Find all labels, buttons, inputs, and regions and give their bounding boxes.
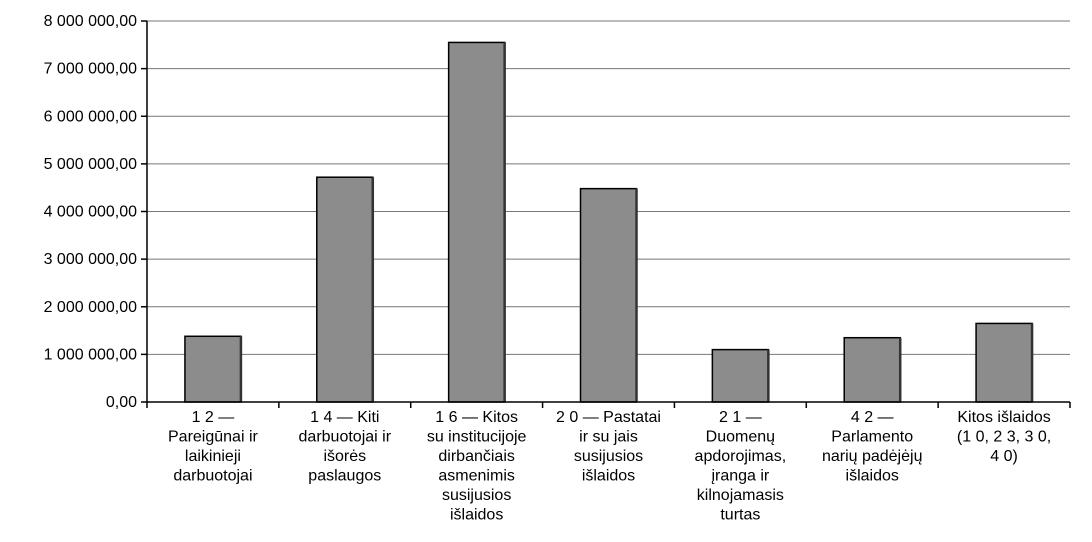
y-tick-label: 6 000 000,00 <box>44 108 138 125</box>
x-category-label-line: 4 0) <box>990 448 1018 465</box>
x-category-label-line: išlaidos <box>582 468 635 485</box>
x-category-label-line: 1 2 — <box>192 409 235 426</box>
x-category-label: 4 2 — Parlamento narių padėjėjų išlaidos <box>822 409 923 485</box>
x-category-label-line: narių padėjėjų <box>822 448 923 465</box>
x-category-label: 1 4 — Kiti darbuotojai ir išorės paslaugos <box>299 409 392 485</box>
axes <box>146 21 1071 408</box>
x-category-label-line: paslaugos <box>308 468 381 485</box>
x-category-label: Kitos išlaidos (1 0, 2 3, 3 0, 4 0) <box>957 409 1051 465</box>
x-category-label-line: su institucijoje <box>427 429 527 446</box>
x-axis-labels: 1 2 — Pareigūnai ir laikinieji darbuotojai1… <box>168 409 1051 524</box>
x-category-label: 2 0 — Pastatai ir su jais susijusios išlaid… <box>556 409 661 485</box>
y-tick-label: 1 000 000,00 <box>44 346 138 363</box>
x-category-label: 2 1 — Duomenų apdorojimas, įranga ir kilnoja… <box>695 409 787 524</box>
x-category-label-line: išlaidos <box>450 507 503 524</box>
x-category-label-line: išorės <box>323 448 366 465</box>
y-tick-label: 5 000 000,00 <box>44 156 138 173</box>
x-category-label-line: 2 0 — Pastatai <box>556 409 661 426</box>
x-category-label-line: ir su jais <box>579 429 638 446</box>
x-category-label-line: darbuotojai ir <box>299 429 392 446</box>
y-tick-label: 0,00 <box>106 394 137 411</box>
x-category-label: 1 6 — Kitos su institucijoje dirbančiais as… <box>427 409 527 524</box>
bar <box>184 335 242 403</box>
x-category-label-line: 4 2 — <box>851 409 894 426</box>
y-axis-ticks: 0,00 1 000 000,00 2 000 000,00 3 000 000,00… <box>44 13 147 411</box>
x-category-label-line: 1 6 — Kitos <box>435 409 518 426</box>
x-category-label-line: Pareigūnai ir <box>168 429 259 446</box>
y-tick-label: 8 000 000,00 <box>44 13 138 30</box>
x-category-label-line: apdorojimas, <box>695 448 787 465</box>
x-category-label-line: (1 0, 2 3, 3 0, <box>957 429 1051 446</box>
y-tick-label: 4 000 000,00 <box>44 204 138 221</box>
x-category-label-line: susijusios <box>574 448 643 465</box>
x-category-label-line: laikinieji <box>185 448 241 465</box>
x-category-label-line: išlaidos <box>846 468 899 485</box>
x-category-label-line: turtas <box>720 507 760 524</box>
x-category-label-line: darbuotojai <box>173 468 252 485</box>
x-category-label-line: kilnojamasis <box>697 487 784 504</box>
x-category-label-line: Duomenų <box>706 429 775 446</box>
x-category-label-line: susijusios <box>442 487 511 504</box>
y-tick-label: 7 000 000,00 <box>44 61 138 78</box>
bar <box>447 41 506 403</box>
bar <box>711 348 770 403</box>
x-category-label-line: 2 1 — <box>719 409 762 426</box>
x-category-label: 1 2 — Pareigūnai ir laikinieji darbuotojai <box>168 409 259 485</box>
x-category-label-line: asmenimis <box>438 468 514 485</box>
bar <box>975 322 1033 403</box>
x-category-label-line: dirbančiais <box>438 448 514 465</box>
x-category-label-line: įranga ir <box>711 468 769 485</box>
x-category-label-line: 1 4 — Kiti <box>310 409 379 426</box>
y-tick-label: 2 000 000,00 <box>44 299 138 316</box>
bar <box>579 187 638 403</box>
bars <box>184 41 1034 403</box>
x-category-label-line: Parlamento <box>831 429 913 446</box>
y-tick-label: 3 000 000,00 <box>44 251 138 268</box>
bar <box>316 176 374 403</box>
x-category-label-line: Kitos išlaidos <box>957 409 1050 426</box>
bar <box>843 336 901 403</box>
